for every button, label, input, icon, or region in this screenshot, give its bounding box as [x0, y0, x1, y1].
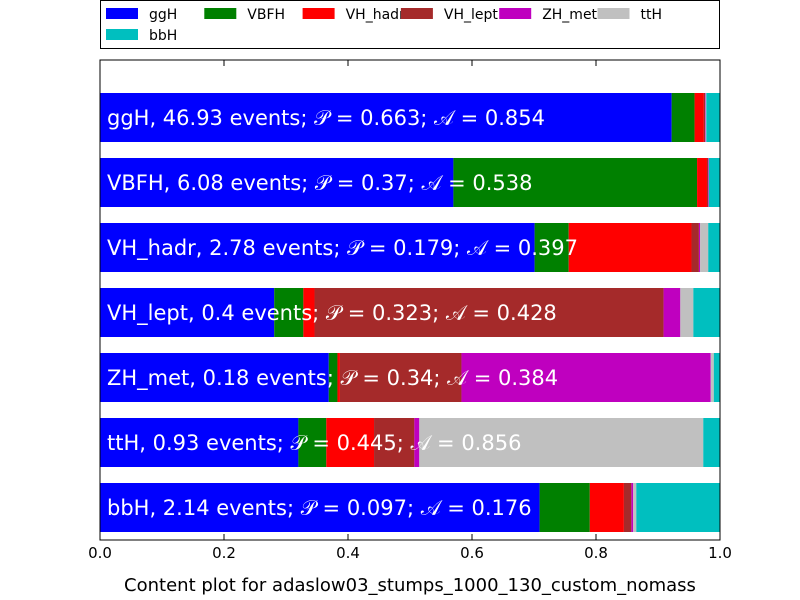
- bar-segment-tth: [633, 483, 637, 532]
- x-tick-label: 1.0: [708, 544, 732, 562]
- bar-segment-vbfh: [453, 158, 698, 207]
- bar-segment-zh-met: [461, 353, 711, 402]
- bar-label: VH_lept, 0.4 events; 𝒫 = 0.323; 𝒜 = 0.42…: [107, 301, 557, 326]
- x-tick-label: 0.4: [336, 544, 360, 562]
- bar-segment-vh-lept: [623, 483, 632, 532]
- bar-segment-vh-hadr: [589, 483, 624, 532]
- bar-segment-bbh: [708, 223, 720, 272]
- legend-label: bbH: [149, 28, 177, 44]
- bar-segment-vh-lept: [314, 288, 664, 337]
- legend-label: ggH: [149, 7, 177, 23]
- bar-segment-zh-met: [631, 483, 634, 532]
- bar-segment-tth: [680, 288, 694, 337]
- legend-label: ZH_met: [542, 7, 597, 23]
- bar-segment-vh-lept: [691, 223, 699, 272]
- legend-frame: [100, 0, 720, 49]
- bar-segment-ggh: [100, 93, 672, 142]
- bar-segment-ggh: [100, 353, 329, 402]
- bar-segment-vh-hadr: [326, 418, 375, 467]
- legend-swatch-vh-lept: [400, 8, 433, 19]
- bar-label: ZH_met, 0.18 events; 𝒫 = 0.34; 𝒜 = 0.384: [107, 366, 558, 391]
- bar-segment-vh-hadr: [697, 158, 707, 207]
- bar-segment-ggh: [100, 418, 299, 467]
- bars: [100, 93, 720, 532]
- bar-segment-ggh: [100, 288, 275, 337]
- bar-label: VH_hadr, 2.78 events; 𝒫 = 0.179; 𝒜 = 0.3…: [107, 236, 578, 261]
- bar-label: VBFH, 6.08 events; 𝒫 = 0.37; 𝒜 = 0.538: [107, 171, 532, 195]
- bar-segment-bbh: [708, 158, 720, 207]
- bar-segment-ggh: [100, 223, 535, 272]
- bar-segment-vbfh: [671, 93, 695, 142]
- bar-segment-bbh: [636, 483, 720, 532]
- bar-segment-vh-hadr: [694, 93, 704, 142]
- bar-segment-bbh: [693, 288, 720, 337]
- x-axis-ticks: 0.0 0.2 0.4 0.6 0.8 1.0: [88, 60, 732, 562]
- bar-segment-zh-met: [663, 288, 681, 337]
- bar-segment-vbfh: [539, 483, 590, 532]
- legend-swatch-tth: [597, 8, 630, 19]
- legend-label: VBFH: [247, 7, 285, 23]
- legend-swatch-zh-met: [499, 8, 532, 19]
- bar-segment-vh-hadr: [337, 353, 340, 402]
- bar-segment-vh-hadr: [568, 223, 692, 272]
- x-axis-label: Content plot for adaslow03_stumps_1000_1…: [124, 575, 696, 596]
- bar-segment-tth: [705, 93, 707, 142]
- bar-segment-tth: [419, 418, 704, 467]
- bar-segment-vh-hadr: [303, 288, 315, 337]
- x-tick-label: 0.2: [212, 544, 236, 562]
- bar-segment-tth: [700, 223, 709, 272]
- bar-segment-vh-lept: [339, 353, 462, 402]
- legend-label: ttH: [641, 7, 663, 23]
- plot-frame: [99, 59, 721, 541]
- bar-labels: ggH, 46.93 events; 𝒫 = 0.663; 𝒜 = 0.854 V…: [107, 106, 578, 520]
- bar-segment-bbh: [713, 353, 720, 402]
- x-tick-label: 0.0: [88, 544, 112, 562]
- bar-segment-tth: [710, 353, 714, 402]
- bar-label: bbH, 2.14 events; 𝒫 = 0.097; 𝒜 = 0.176: [107, 496, 532, 520]
- bar-segment-ggh: [100, 158, 454, 207]
- bar-segment-vh-lept: [374, 418, 415, 467]
- bar-segment-ggh: [100, 483, 540, 532]
- legend-label: VH_hadr: [346, 7, 405, 23]
- bar-segment-vbfh: [298, 418, 327, 467]
- bar-segment-zh-met: [414, 418, 420, 467]
- bar-segment-bbh: [706, 93, 720, 142]
- bar-segment-vbfh: [328, 353, 338, 402]
- legend-swatch-vh-hadr: [302, 8, 335, 19]
- bar-segment-bbh: [703, 418, 720, 467]
- x-tick-label: 0.6: [460, 544, 484, 562]
- x-tick-label: 0.8: [584, 544, 608, 562]
- legend-swatch-ggh: [106, 8, 138, 19]
- bar-label: ggH, 46.93 events; 𝒫 = 0.663; 𝒜 = 0.854: [107, 106, 545, 130]
- bar-segment-zh-met: [705, 93, 706, 142]
- legend-swatch-vbfh: [204, 8, 237, 19]
- bar-segment-vbfh: [534, 223, 569, 272]
- bar-segment-vh-lept: [706, 158, 709, 207]
- bar-segment-zh-met: [708, 158, 709, 207]
- legend-swatch-bbh: [106, 29, 138, 40]
- bar-segment-vbfh: [274, 288, 304, 337]
- bar-segment-vh-lept: [703, 93, 706, 142]
- legend: ggH VBFH VH_hadr VH_lept ZH_met ttH bbH: [100, 0, 720, 49]
- legend-label: VH_lept: [444, 7, 498, 23]
- bar-segment-zh-met: [698, 223, 701, 272]
- bar-label: ttH, 0.93 events; 𝒫 = 0.445; 𝒜 = 0.856: [107, 431, 521, 455]
